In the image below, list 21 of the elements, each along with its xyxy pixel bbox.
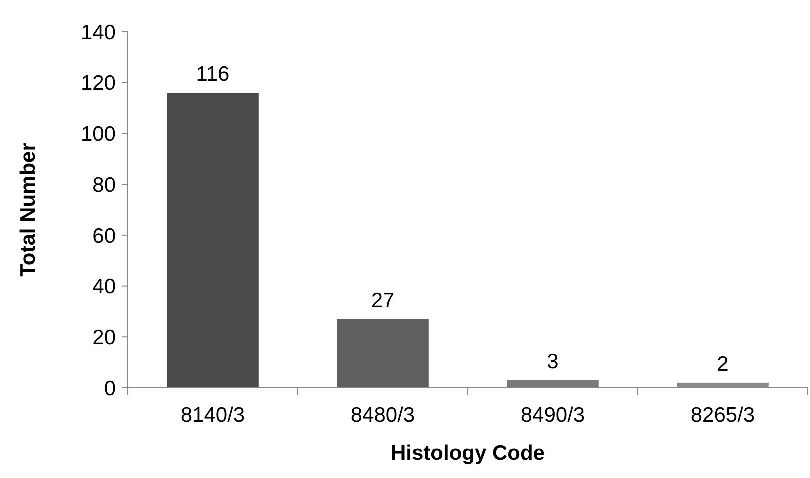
x-tick-label: 8490/3 [520, 404, 586, 427]
bar [507, 380, 599, 388]
y-tick-label: 20 [92, 326, 116, 350]
data-label: 27 [371, 289, 395, 312]
x-tick-label: 8140/3 [180, 404, 246, 427]
x-axis-title: Histology Code [390, 442, 546, 465]
y-tick-label: 80 [92, 174, 116, 197]
y-tick-label: 100 [80, 123, 116, 146]
y-tick-label: 40 [92, 276, 116, 299]
data-label: 116 [196, 63, 230, 86]
y-tick-label: 0 [104, 377, 116, 400]
bar [167, 93, 259, 388]
data-label: 3 [547, 350, 559, 374]
y-tick-label: 60 [92, 224, 116, 248]
x-tick-label: 8265/3 [690, 404, 756, 427]
x-tick-label: 8480/3 [350, 404, 416, 427]
y-axis-title: Total Number [17, 143, 40, 277]
y-tick-label: 120 [80, 72, 116, 96]
y-tick-label: 140 [80, 21, 116, 44]
bar [337, 319, 429, 388]
data-label: 2 [717, 352, 729, 376]
